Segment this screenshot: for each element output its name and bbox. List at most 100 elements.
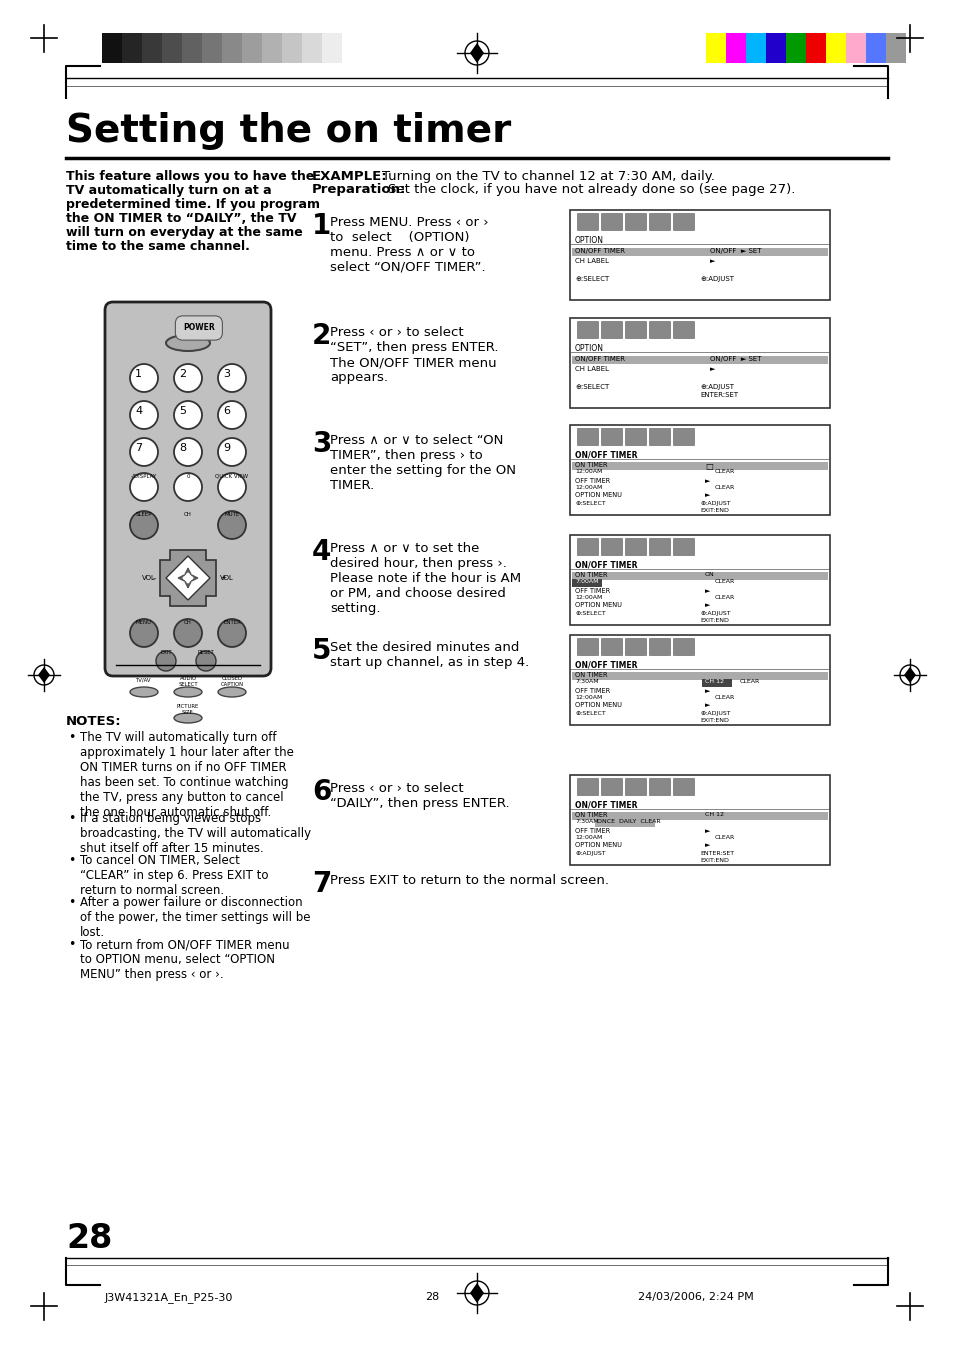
Text: 12:00AM: 12:00AM xyxy=(575,594,601,600)
Text: ON TIMER: ON TIMER xyxy=(575,812,607,817)
Text: 7:30AM: 7:30AM xyxy=(575,819,598,824)
Bar xyxy=(572,812,827,820)
Circle shape xyxy=(130,438,158,466)
Text: OPTION MENU: OPTION MENU xyxy=(575,842,621,848)
Text: 12:00AM: 12:00AM xyxy=(575,835,601,840)
FancyBboxPatch shape xyxy=(624,638,646,657)
FancyBboxPatch shape xyxy=(624,213,646,231)
FancyBboxPatch shape xyxy=(672,428,695,446)
Text: EXAMPLE:: EXAMPLE: xyxy=(312,170,387,182)
Text: ON/OFF TIMER: ON/OFF TIMER xyxy=(575,357,624,362)
Bar xyxy=(102,32,122,63)
Text: ►: ► xyxy=(709,258,715,263)
Bar xyxy=(885,32,905,63)
Circle shape xyxy=(130,619,158,647)
Circle shape xyxy=(218,438,246,466)
Bar xyxy=(569,317,829,408)
Text: CLEAR: CLEAR xyxy=(740,680,760,684)
Text: QUICK VIEW: QUICK VIEW xyxy=(215,474,249,480)
Text: CH 12: CH 12 xyxy=(704,680,723,684)
Text: PICTURE
SIZE: PICTURE SIZE xyxy=(176,704,199,715)
FancyBboxPatch shape xyxy=(600,778,622,796)
Text: EXIT:END: EXIT:END xyxy=(700,508,728,513)
Bar xyxy=(569,635,829,725)
Text: TV/AV: TV/AV xyxy=(136,678,152,684)
FancyBboxPatch shape xyxy=(624,538,646,557)
Text: ►: ► xyxy=(704,588,710,594)
Text: 6: 6 xyxy=(223,407,230,416)
Text: CLOSED
CAPTION: CLOSED CAPTION xyxy=(220,676,243,686)
Text: OPTION MENU: OPTION MENU xyxy=(575,703,621,708)
Text: EXIT:END: EXIT:END xyxy=(700,617,728,623)
Bar xyxy=(569,426,829,515)
FancyBboxPatch shape xyxy=(600,638,622,657)
Bar xyxy=(825,32,845,63)
Polygon shape xyxy=(903,667,915,684)
FancyBboxPatch shape xyxy=(624,778,646,796)
Text: 4: 4 xyxy=(312,538,331,566)
Bar xyxy=(569,775,829,865)
FancyBboxPatch shape xyxy=(672,322,695,339)
Bar xyxy=(142,32,162,63)
Bar xyxy=(262,32,282,63)
FancyBboxPatch shape xyxy=(648,538,670,557)
Circle shape xyxy=(130,401,158,430)
Bar xyxy=(572,671,827,680)
Text: 12:00AM: 12:00AM xyxy=(575,469,601,474)
Text: ON/OFF  ► SET: ON/OFF ► SET xyxy=(709,357,760,362)
Text: ⊕:ADJUST: ⊕:ADJUST xyxy=(700,611,730,616)
Bar xyxy=(765,32,785,63)
Text: 2: 2 xyxy=(179,369,186,380)
Circle shape xyxy=(130,511,158,539)
Text: ⊕:SELECT: ⊕:SELECT xyxy=(575,384,609,390)
Bar xyxy=(242,32,262,63)
Circle shape xyxy=(173,401,202,430)
Bar xyxy=(865,32,885,63)
Text: predetermined time. If you program: predetermined time. If you program xyxy=(66,199,319,211)
Text: 7:00AM: 7:00AM xyxy=(575,580,598,584)
Text: ON/OFF  ► SET: ON/OFF ► SET xyxy=(709,249,760,254)
Text: 1: 1 xyxy=(312,212,331,240)
Text: will turn on everyday at the same: will turn on everyday at the same xyxy=(66,226,302,239)
FancyBboxPatch shape xyxy=(600,538,622,557)
FancyBboxPatch shape xyxy=(577,428,598,446)
Text: 12:00AM: 12:00AM xyxy=(575,485,601,490)
Text: CH LABEL: CH LABEL xyxy=(575,366,608,372)
FancyBboxPatch shape xyxy=(600,428,622,446)
Text: •: • xyxy=(68,896,75,909)
Text: EXIT: EXIT xyxy=(160,650,172,655)
Text: VOL: VOL xyxy=(142,576,156,581)
Ellipse shape xyxy=(173,713,202,723)
Text: CLEAR: CLEAR xyxy=(714,580,735,584)
Text: Press ∧ or ∨ to set the
desired hour, then press ›.
Please note if the hour is A: Press ∧ or ∨ to set the desired hour, th… xyxy=(330,542,520,615)
Text: 4: 4 xyxy=(135,407,142,416)
Circle shape xyxy=(173,363,202,392)
Text: 7: 7 xyxy=(135,443,142,453)
Bar xyxy=(302,32,322,63)
Circle shape xyxy=(130,363,158,392)
Polygon shape xyxy=(38,667,50,684)
Text: CLEAR: CLEAR xyxy=(714,694,735,700)
Text: 8: 8 xyxy=(179,443,186,453)
Circle shape xyxy=(218,401,246,430)
Text: Setting the on timer: Setting the on timer xyxy=(66,112,511,150)
Text: OPTION MENU: OPTION MENU xyxy=(575,603,621,608)
Text: ON TIMER: ON TIMER xyxy=(575,462,607,467)
Circle shape xyxy=(130,473,158,501)
Text: 2: 2 xyxy=(312,322,331,350)
Bar xyxy=(322,32,341,63)
Text: ON: ON xyxy=(704,571,714,577)
Text: OFF TIMER: OFF TIMER xyxy=(575,828,610,834)
Text: The TV will automatically turn off
approximately 1 hour later after the
ON TIMER: The TV will automatically turn off appro… xyxy=(80,731,294,819)
FancyBboxPatch shape xyxy=(648,322,670,339)
Text: +: + xyxy=(220,576,226,581)
Text: 3: 3 xyxy=(223,369,230,380)
Text: EXIT:END: EXIT:END xyxy=(700,858,728,863)
Text: ENTER: ENTER xyxy=(223,620,241,626)
Text: ►: ► xyxy=(704,688,710,694)
FancyBboxPatch shape xyxy=(600,322,622,339)
Text: NOTES:: NOTES: xyxy=(66,715,121,728)
FancyBboxPatch shape xyxy=(648,428,670,446)
Polygon shape xyxy=(470,1283,483,1302)
Text: 0: 0 xyxy=(186,474,190,480)
